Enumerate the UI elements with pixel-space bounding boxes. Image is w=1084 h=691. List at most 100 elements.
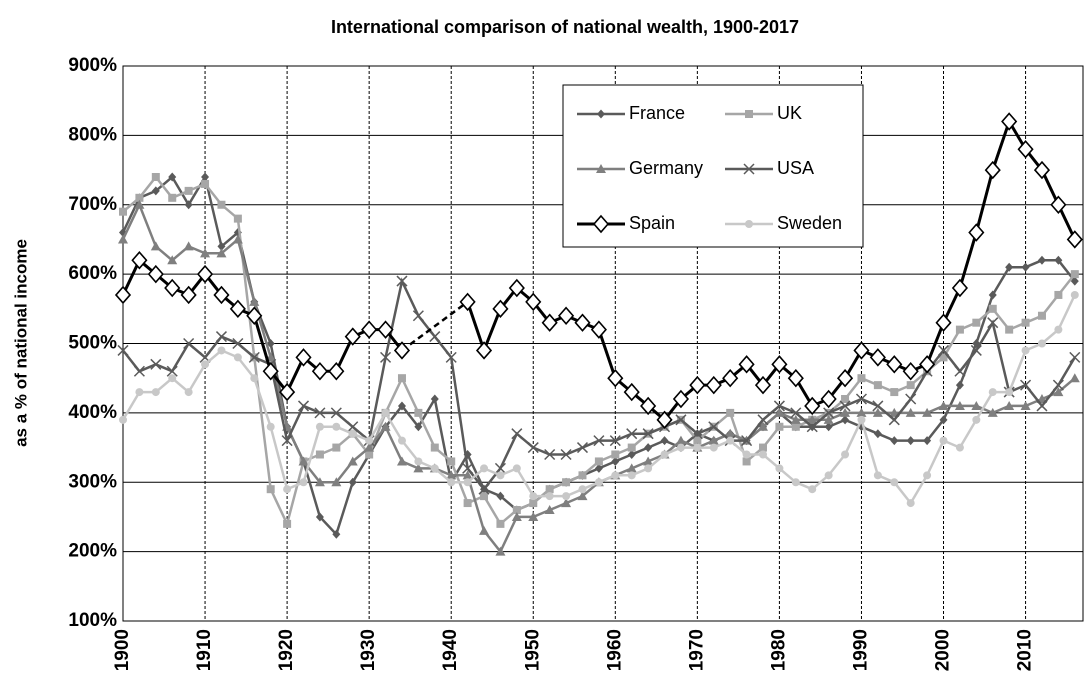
marker: [512, 464, 521, 473]
marker: [527, 442, 539, 454]
marker: [135, 193, 144, 202]
marker: [787, 368, 804, 388]
marker: [1005, 388, 1014, 397]
marker: [164, 278, 181, 298]
marker: [607, 368, 624, 388]
marker: [414, 408, 423, 417]
marker: [656, 410, 673, 430]
marker: [117, 344, 129, 356]
marker: [414, 422, 423, 432]
marker: [1052, 379, 1064, 391]
marker: [262, 362, 279, 381]
marker: [396, 275, 408, 287]
marker: [232, 234, 243, 244]
y-tick-label: 600%: [68, 263, 117, 284]
marker: [627, 471, 636, 480]
marker: [279, 382, 296, 402]
marker: [184, 186, 193, 195]
marker: [939, 436, 948, 445]
marker: [594, 478, 603, 487]
x-tick-label: 1970: [686, 629, 707, 671]
marker: [754, 375, 772, 395]
marker: [824, 422, 833, 432]
marker: [970, 344, 982, 356]
marker: [643, 456, 654, 466]
marker: [693, 436, 702, 445]
marker: [968, 223, 985, 242]
marker: [972, 318, 981, 327]
marker: [151, 388, 160, 397]
marker: [951, 278, 968, 298]
marker: [266, 485, 275, 494]
marker: [200, 248, 211, 258]
legend-label: USA: [777, 158, 814, 178]
marker: [492, 299, 509, 319]
marker: [1037, 311, 1046, 320]
marker: [314, 407, 326, 419]
marker: [1054, 290, 1063, 299]
marker: [676, 443, 685, 452]
x-tick-label: 1980: [768, 629, 789, 671]
marker: [576, 442, 589, 454]
marker: [462, 462, 474, 474]
marker: [693, 443, 702, 452]
marker: [168, 374, 177, 383]
marker: [1037, 339, 1046, 348]
marker: [561, 498, 572, 508]
marker: [644, 443, 653, 453]
marker: [741, 435, 753, 447]
marker: [134, 199, 145, 209]
marker: [955, 325, 964, 334]
marker: [1033, 160, 1051, 180]
marker: [215, 331, 227, 343]
marker: [627, 443, 636, 452]
marker: [266, 422, 275, 431]
marker: [295, 348, 312, 367]
marker: [462, 470, 473, 480]
marker: [463, 499, 472, 508]
marker: [644, 464, 653, 473]
marker: [627, 450, 636, 459]
marker: [463, 478, 472, 487]
marker: [672, 389, 690, 409]
marker: [150, 358, 162, 370]
marker: [1069, 351, 1081, 363]
marker: [675, 414, 687, 426]
marker: [1017, 140, 1034, 159]
marker: [512, 506, 521, 514]
marker: [196, 264, 214, 284]
marker: [459, 292, 476, 312]
y-tick-label: 800%: [68, 124, 117, 145]
marker: [114, 285, 132, 305]
marker: [804, 396, 821, 416]
marker: [396, 456, 407, 466]
legend-box: [562, 84, 864, 248]
marker: [1066, 230, 1083, 249]
marker: [365, 450, 374, 459]
chart-title: International comparison of national wea…: [331, 17, 799, 37]
marker: [544, 505, 555, 514]
y-tick-label: 300%: [68, 471, 117, 492]
marker: [298, 456, 309, 466]
x-tick-label: 1950: [522, 629, 543, 671]
marker: [775, 464, 784, 473]
marker: [1005, 325, 1014, 334]
marker: [397, 401, 406, 411]
marker: [541, 313, 558, 332]
marker: [742, 450, 751, 459]
marker: [213, 285, 230, 305]
marker: [184, 200, 193, 210]
marker: [365, 436, 374, 445]
marker: [841, 415, 850, 425]
marker: [545, 492, 554, 501]
marker: [380, 421, 391, 431]
marker: [938, 400, 949, 410]
marker: [217, 200, 226, 209]
marker: [890, 388, 899, 397]
marker: [412, 310, 424, 322]
marker: [890, 478, 899, 487]
marker: [494, 462, 506, 474]
marker: [249, 296, 260, 306]
marker: [1037, 255, 1046, 265]
marker: [558, 306, 575, 325]
